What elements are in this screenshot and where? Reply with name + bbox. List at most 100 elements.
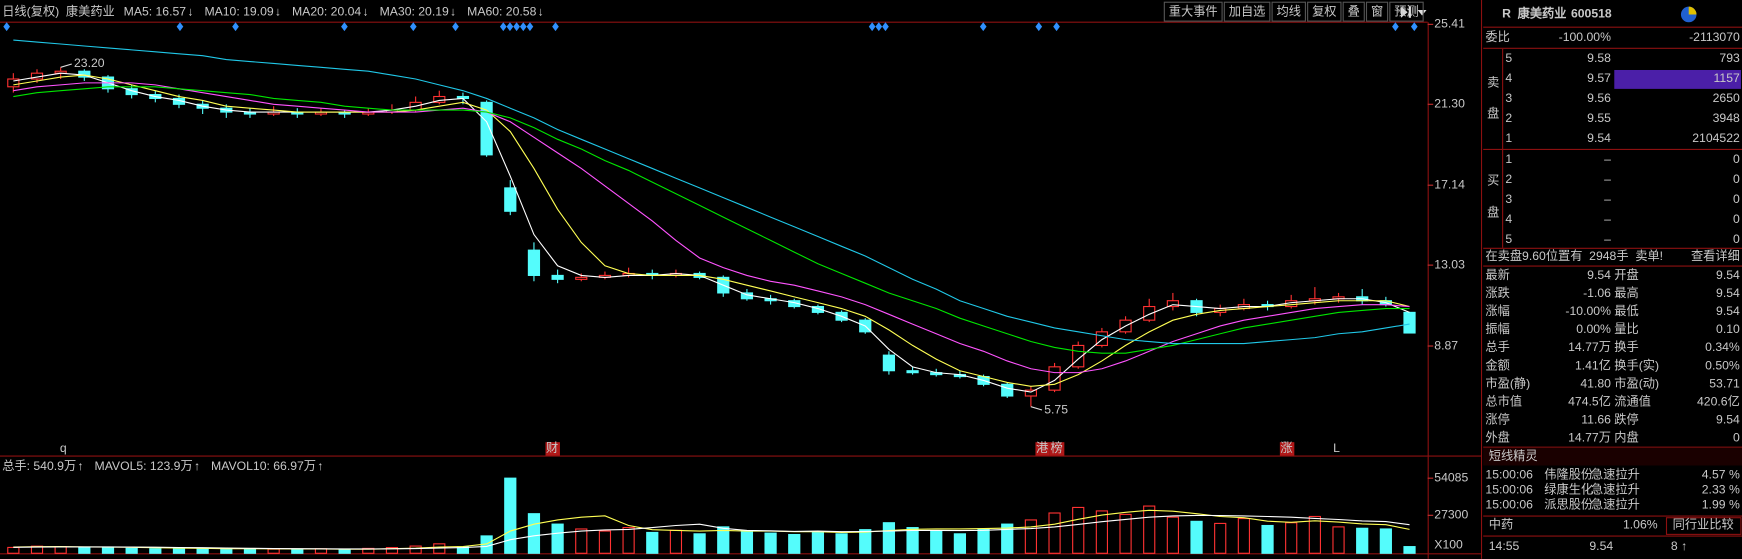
toolbar-button[interactable]: 均线	[1277, 4, 1301, 18]
mavol-legend-name: MAVOL5:	[95, 459, 147, 473]
order-price: 9.57	[1587, 71, 1611, 85]
field-label: 流通值	[1614, 394, 1651, 409]
event-marker[interactable]	[409, 22, 417, 32]
y-tick-label: 54085	[1434, 470, 1468, 484]
sell-label: 卖	[1487, 76, 1499, 90]
toolbar-button[interactable]: 重大事件	[1169, 4, 1218, 18]
stock-name: 康美药业	[66, 3, 115, 18]
exit-icon[interactable]	[1400, 6, 1411, 18]
sector-compare[interactable]: 同行业比较	[1673, 517, 1734, 532]
candle-body	[1048, 366, 1061, 391]
chart-title: 日线(复权)	[2, 4, 59, 18]
event-marker[interactable]	[519, 22, 527, 32]
ma-line	[13, 86, 1410, 354]
event-tag: 榜	[1050, 440, 1062, 455]
event-marker[interactable]	[1410, 22, 1418, 32]
sprite-event: 急速拉升	[1591, 467, 1640, 482]
volume-unit: X100	[1434, 538, 1463, 552]
toolbar-button[interactable]: 复权	[1312, 4, 1336, 18]
event-marker[interactable]	[868, 22, 876, 32]
volume-bar	[906, 527, 919, 554]
field-label: 总市值	[1485, 394, 1522, 409]
event-marker[interactable]	[341, 22, 348, 32]
order-price: –	[1604, 152, 1611, 166]
event-marker[interactable]	[176, 22, 184, 32]
field-value: 9.54	[1716, 413, 1740, 427]
volume-bar	[54, 546, 67, 554]
toolbar-button-frame[interactable]	[1271, 1, 1306, 22]
event-marker[interactable]	[882, 22, 889, 32]
event-marker[interactable]	[3, 22, 10, 32]
volume-bar	[1166, 516, 1179, 554]
mavol-line	[13, 514, 1410, 550]
field-value: 53.71	[1709, 376, 1740, 390]
order-level: 5	[1505, 51, 1512, 65]
field-value: 0.00%	[1576, 322, 1611, 336]
event-marker[interactable]	[1035, 22, 1043, 32]
volume-bar	[1072, 506, 1085, 554]
event-marker[interactable]	[513, 22, 520, 32]
ma-line	[13, 72, 1410, 393]
marker-bg	[1049, 442, 1065, 456]
candle-body	[7, 78, 20, 88]
compare-button[interactable]	[1665, 517, 1742, 535]
volume-bar	[740, 530, 754, 554]
stock-icon-part	[1688, 6, 1697, 15]
event-marker[interactable]	[499, 22, 507, 32]
candle-body	[1024, 389, 1038, 397]
volume-bar	[267, 548, 280, 554]
order-level: 2	[1505, 111, 1512, 125]
event-marker[interactable]	[1392, 22, 1399, 32]
sprite-stock: 派思股份	[1544, 498, 1593, 512]
sprite-stock: 绿康生化	[1544, 482, 1593, 497]
field-label: 市盈(静)	[1485, 375, 1530, 390]
event-marker[interactable]	[452, 22, 459, 32]
ma-legend-value: 20.04	[331, 4, 362, 18]
ma-legend-trend: ↓	[450, 4, 456, 18]
toolbar-button-frame[interactable]	[1342, 1, 1365, 22]
ma-legend-value: 20.58	[506, 4, 537, 18]
marker-bg	[545, 442, 560, 456]
event-tag: 涨	[1280, 440, 1292, 455]
sprite-change: 1.99 %	[1702, 498, 1740, 512]
toolbar-button-frame[interactable]	[1163, 1, 1223, 22]
tick-direction: ↑	[1681, 539, 1687, 553]
ma-legend-value: 20.19	[418, 4, 449, 18]
toolbar-button[interactable]: 预测	[1394, 4, 1418, 18]
toolbar-button[interactable]: 窗	[1371, 4, 1383, 18]
toolbar-button-frame[interactable]	[1223, 1, 1271, 22]
notice-amount: 2948手	[1589, 249, 1628, 263]
event-marker[interactable]	[232, 22, 239, 32]
event-marker[interactable]	[979, 22, 987, 32]
event-marker[interactable]	[875, 22, 883, 32]
ma-legend-trend: ↓	[275, 4, 281, 18]
field-value: 0	[1733, 431, 1740, 445]
toolbar-button[interactable]: 加自选	[1229, 4, 1266, 18]
tick-price: 9.54	[1589, 539, 1613, 553]
field-value: 0.34%	[1705, 340, 1740, 354]
notice-link[interactable]: 查看详细	[1691, 248, 1740, 263]
toolbar-button[interactable]: 叠	[1348, 4, 1360, 18]
event-marker[interactable]	[1053, 22, 1060, 32]
volume-legend-trend: ↑	[77, 459, 83, 473]
menu-icon[interactable]	[1417, 9, 1427, 16]
event-marker[interactable]	[506, 22, 514, 32]
ma-legend-name: MA5:	[124, 4, 153, 18]
marker-bg	[1279, 442, 1295, 456]
candle-body	[882, 354, 896, 372]
buy-label: 买	[1487, 173, 1499, 187]
field-label: 总手	[1485, 340, 1509, 354]
volume-bar	[1024, 519, 1038, 554]
volume-bar	[575, 528, 588, 554]
toolbar-button-frame[interactable]	[1365, 1, 1389, 22]
toolbar-button-frame[interactable]	[1389, 1, 1424, 22]
volume-bar	[338, 548, 351, 554]
toolbar-button-frame[interactable]	[1307, 1, 1342, 22]
event-marker[interactable]	[552, 22, 559, 32]
field-value: 14.77万	[1568, 340, 1611, 354]
field-label: 开盘	[1614, 267, 1638, 282]
order-level: 5	[1505, 232, 1512, 246]
candle-body	[1095, 331, 1109, 346]
